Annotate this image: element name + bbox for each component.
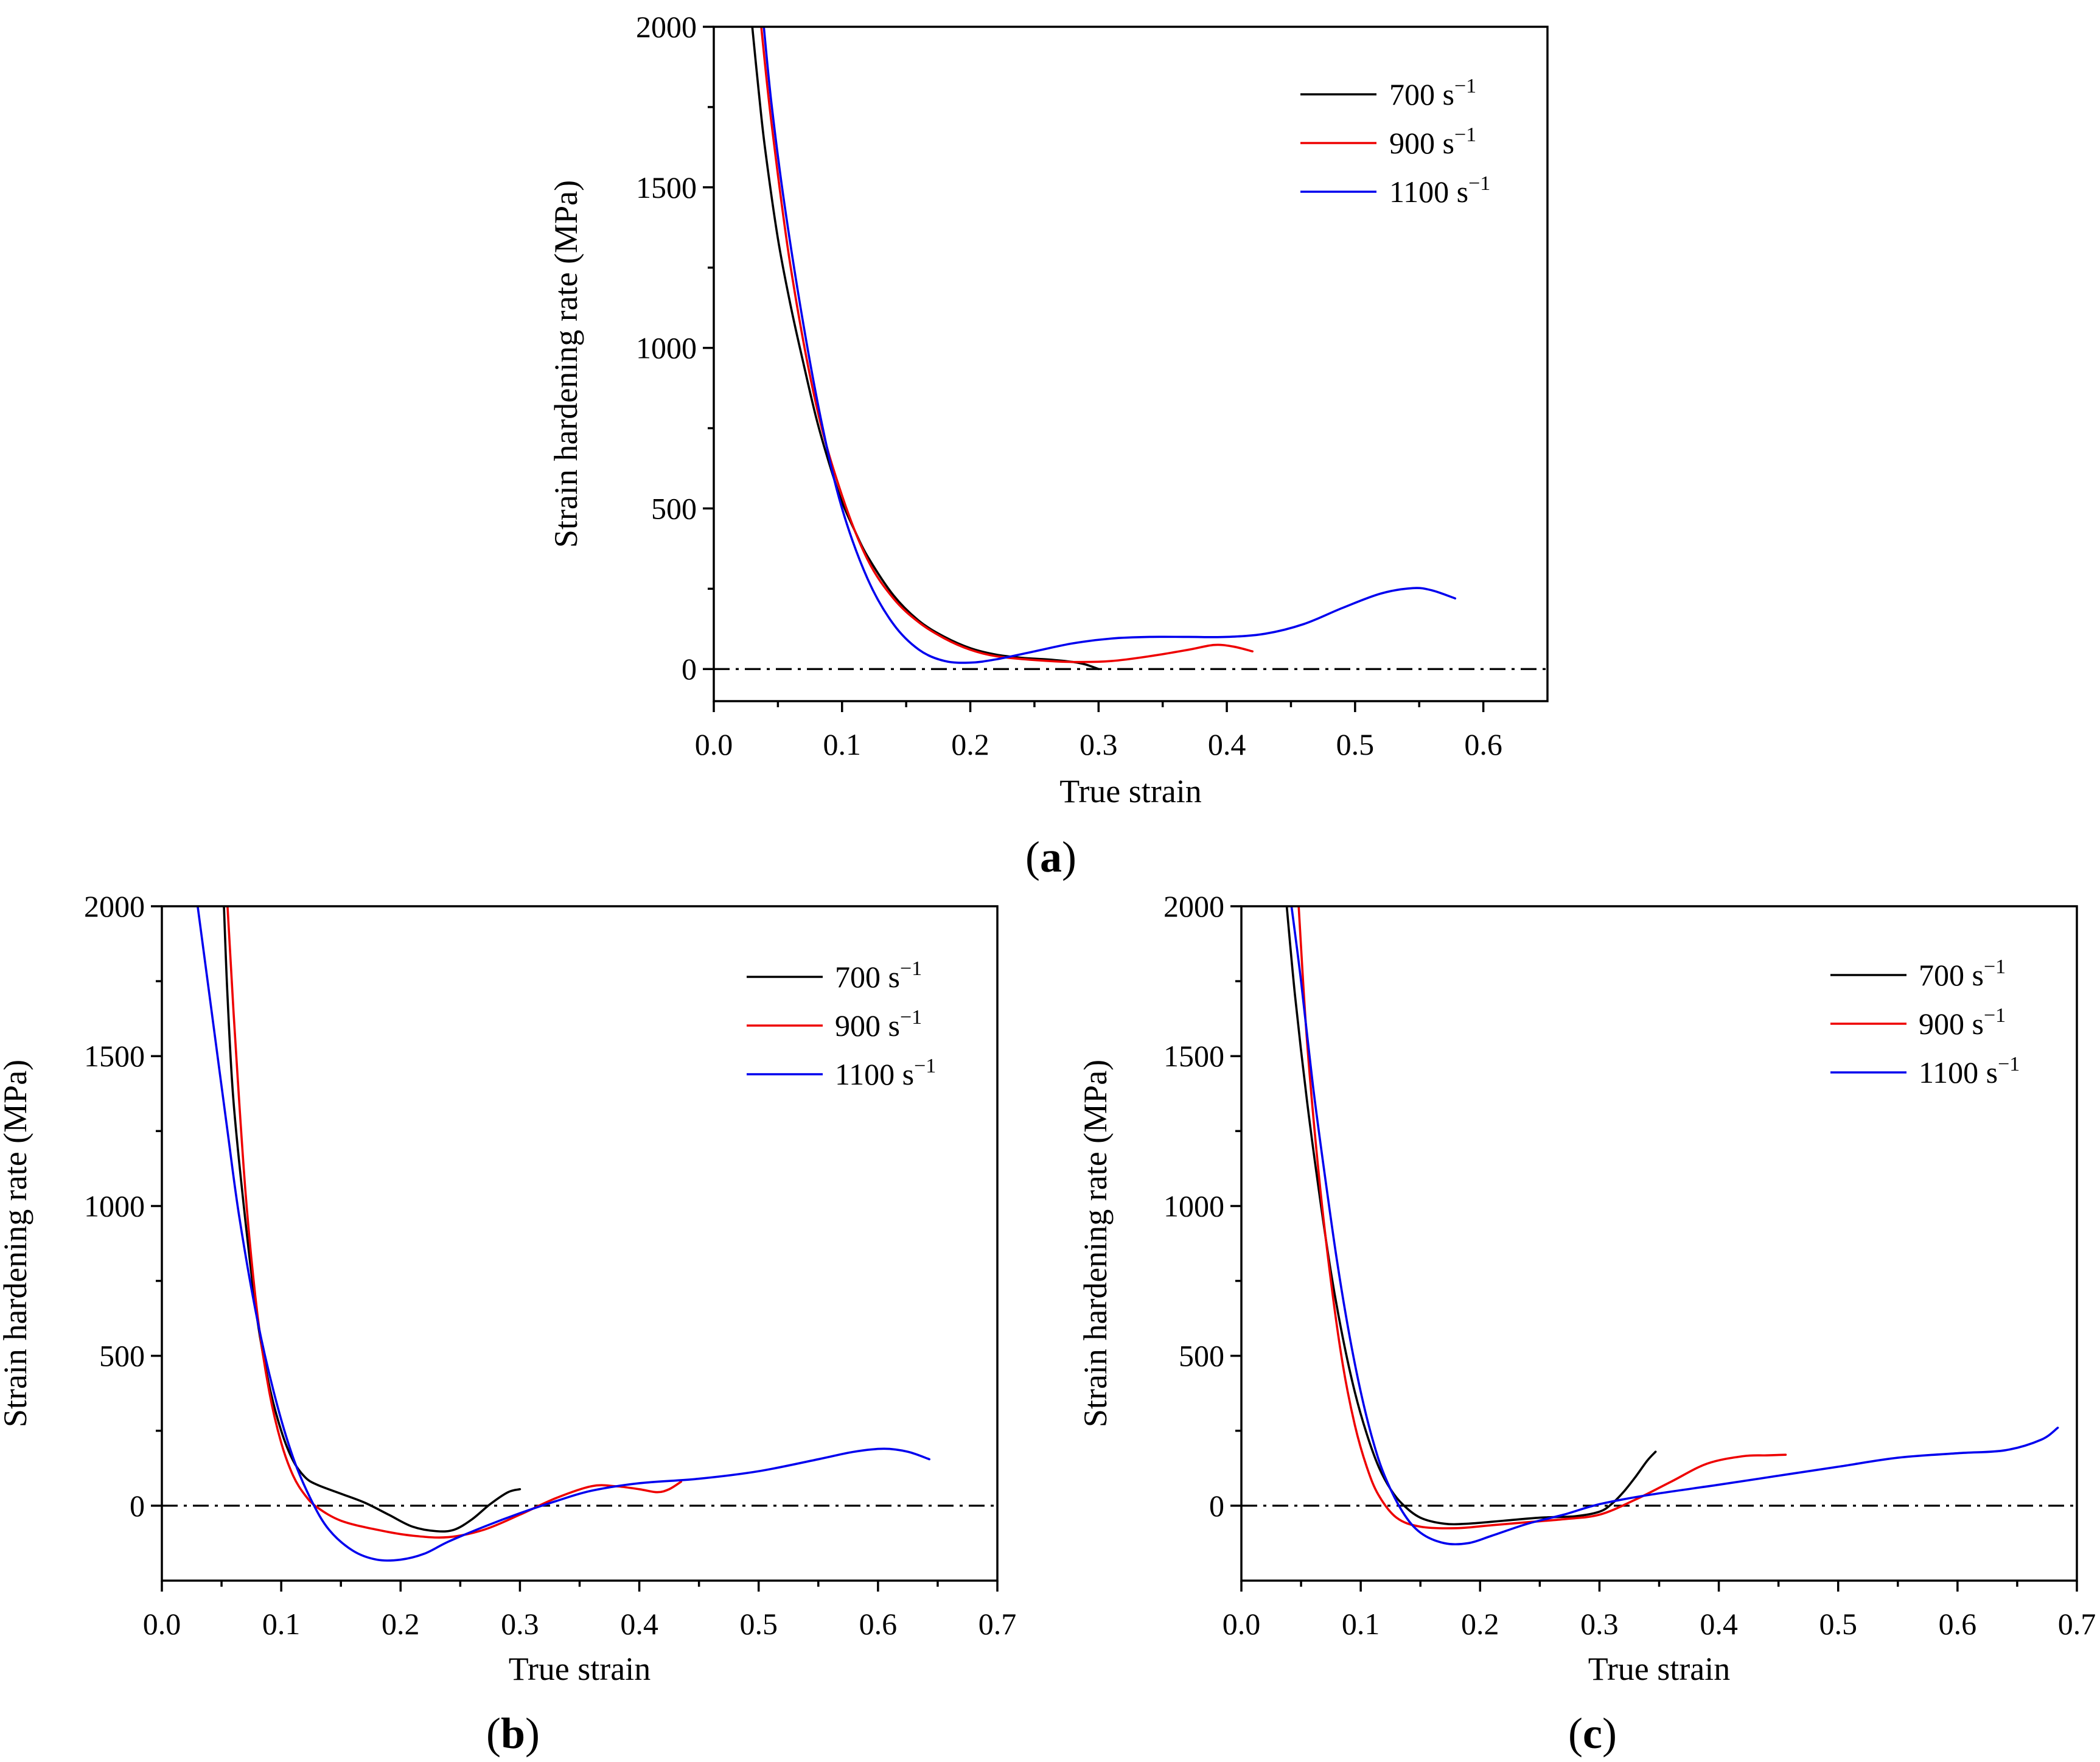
x-tick-label: 0.7 [978, 1607, 1017, 1641]
x-tick-label: 0.7 [2058, 1607, 2096, 1641]
y-tick-label: 2000 [1163, 889, 1224, 923]
y-tick-label: 1000 [636, 331, 697, 365]
y-tick-label: 1500 [636, 170, 697, 205]
x-tick-label: 0.0 [1223, 1607, 1261, 1641]
series-line-1100 [1290, 906, 2059, 1546]
panel-caption: (a) [1025, 833, 1076, 881]
x-tick-label: 0.2 [382, 1607, 420, 1641]
x-tick-label: 0.3 [1080, 727, 1118, 761]
panel-caption: (c) [1568, 1709, 1617, 1758]
x-tick-label: 0.0 [695, 727, 733, 761]
legend-label-900: 900 s−1 [1389, 124, 1476, 160]
legend-label-700: 700 s−1 [835, 957, 922, 994]
x-tick-label: 0.1 [262, 1607, 301, 1641]
y-tick-label: 0 [130, 1489, 145, 1523]
legend-label-1100: 1100 s−1 [1919, 1053, 2020, 1089]
series-line-1100 [762, 27, 1457, 664]
chart-panel-c: 0.0 0.1 0.2 0.3 0.4 0.5 0.6 0.7 0 500 1000 1500 2000… [1077, 889, 2096, 1758]
y-tick-label: 500 [99, 1339, 145, 1373]
y-axis-label: Strain hardening rate (MPa) [1077, 1060, 1114, 1427]
plot-frame [713, 26, 1549, 702]
chart-panel-b: 0.0 0.1 0.2 0.3 0.4 0.5 0.6 0.7 0 500 1000 1500 2000… [0, 889, 1016, 1758]
series-line-900 [760, 27, 1254, 663]
x-axis-label: True strain [1588, 1651, 1731, 1687]
x-tick-label: 0.6 [859, 1607, 898, 1641]
y-tick-label: 500 [1179, 1339, 1224, 1373]
x-tick-label: 0.1 [823, 727, 862, 761]
x-tick-label: 0.2 [951, 727, 989, 761]
x-axis-label: True strain [1059, 773, 1202, 809]
y-axis-label: Strain hardening rate (MPa) [0, 1060, 33, 1427]
y-tick-label: 2000 [636, 10, 697, 44]
series-line-700 [1285, 906, 1657, 1526]
series-line-1100 [197, 906, 930, 1562]
x-axis-label: True strain [509, 1651, 651, 1687]
y-tick-label: 2000 [84, 889, 145, 923]
legend-label-900: 900 s−1 [835, 1006, 922, 1043]
y-tick-label: 1500 [1163, 1039, 1224, 1073]
x-tick-label: 0.0 [143, 1607, 181, 1641]
y-tick-label: 1500 [84, 1039, 145, 1073]
series-group [197, 906, 930, 1562]
y-tick-label: 1000 [84, 1189, 145, 1223]
x-tick-label: 0.4 [620, 1607, 658, 1641]
x-tick-label: 0.5 [739, 1607, 778, 1641]
x-tick-label: 0.3 [501, 1607, 539, 1641]
x-tick-label: 0.6 [1464, 727, 1502, 761]
x-tick-label: 0.6 [1939, 1607, 1977, 1641]
legend-label-700: 700 s−1 [1389, 75, 1476, 111]
x-tick-label: 0.2 [1461, 1607, 1499, 1641]
x-tick-label: 0.3 [1580, 1607, 1619, 1641]
x-tick-label: 0.5 [1336, 727, 1375, 761]
x-tick-label: 0.4 [1208, 727, 1246, 761]
chart-panel-a: 0.0 0.1 0.2 0.3 0.4 0.5 0.6 0 500 1000 1500 2000 Tru… [548, 10, 1549, 881]
y-tick-label: 0 [682, 652, 697, 686]
panel-caption: (b) [486, 1709, 540, 1758]
y-tick-label: 500 [651, 491, 697, 525]
y-tick-label: 1000 [1163, 1189, 1224, 1223]
y-axis-label: Strain hardening rate (MPa) [548, 180, 584, 548]
legend-label-900: 900 s−1 [1919, 1004, 2006, 1041]
legend-label-1100: 1100 s−1 [835, 1055, 936, 1091]
y-tick-label: 0 [1209, 1489, 1224, 1523]
legend-label-700: 700 s−1 [1919, 956, 2006, 992]
series-line-900 [1297, 906, 1787, 1530]
series-group [751, 27, 1457, 671]
legend-label-1100: 1100 s−1 [1389, 172, 1490, 209]
series-line-700 [223, 906, 522, 1533]
series-group [1285, 906, 2059, 1546]
x-tick-label: 0.5 [1819, 1607, 1857, 1641]
x-tick-label: 0.1 [1342, 1607, 1380, 1641]
x-tick-label: 0.4 [1700, 1607, 1738, 1641]
